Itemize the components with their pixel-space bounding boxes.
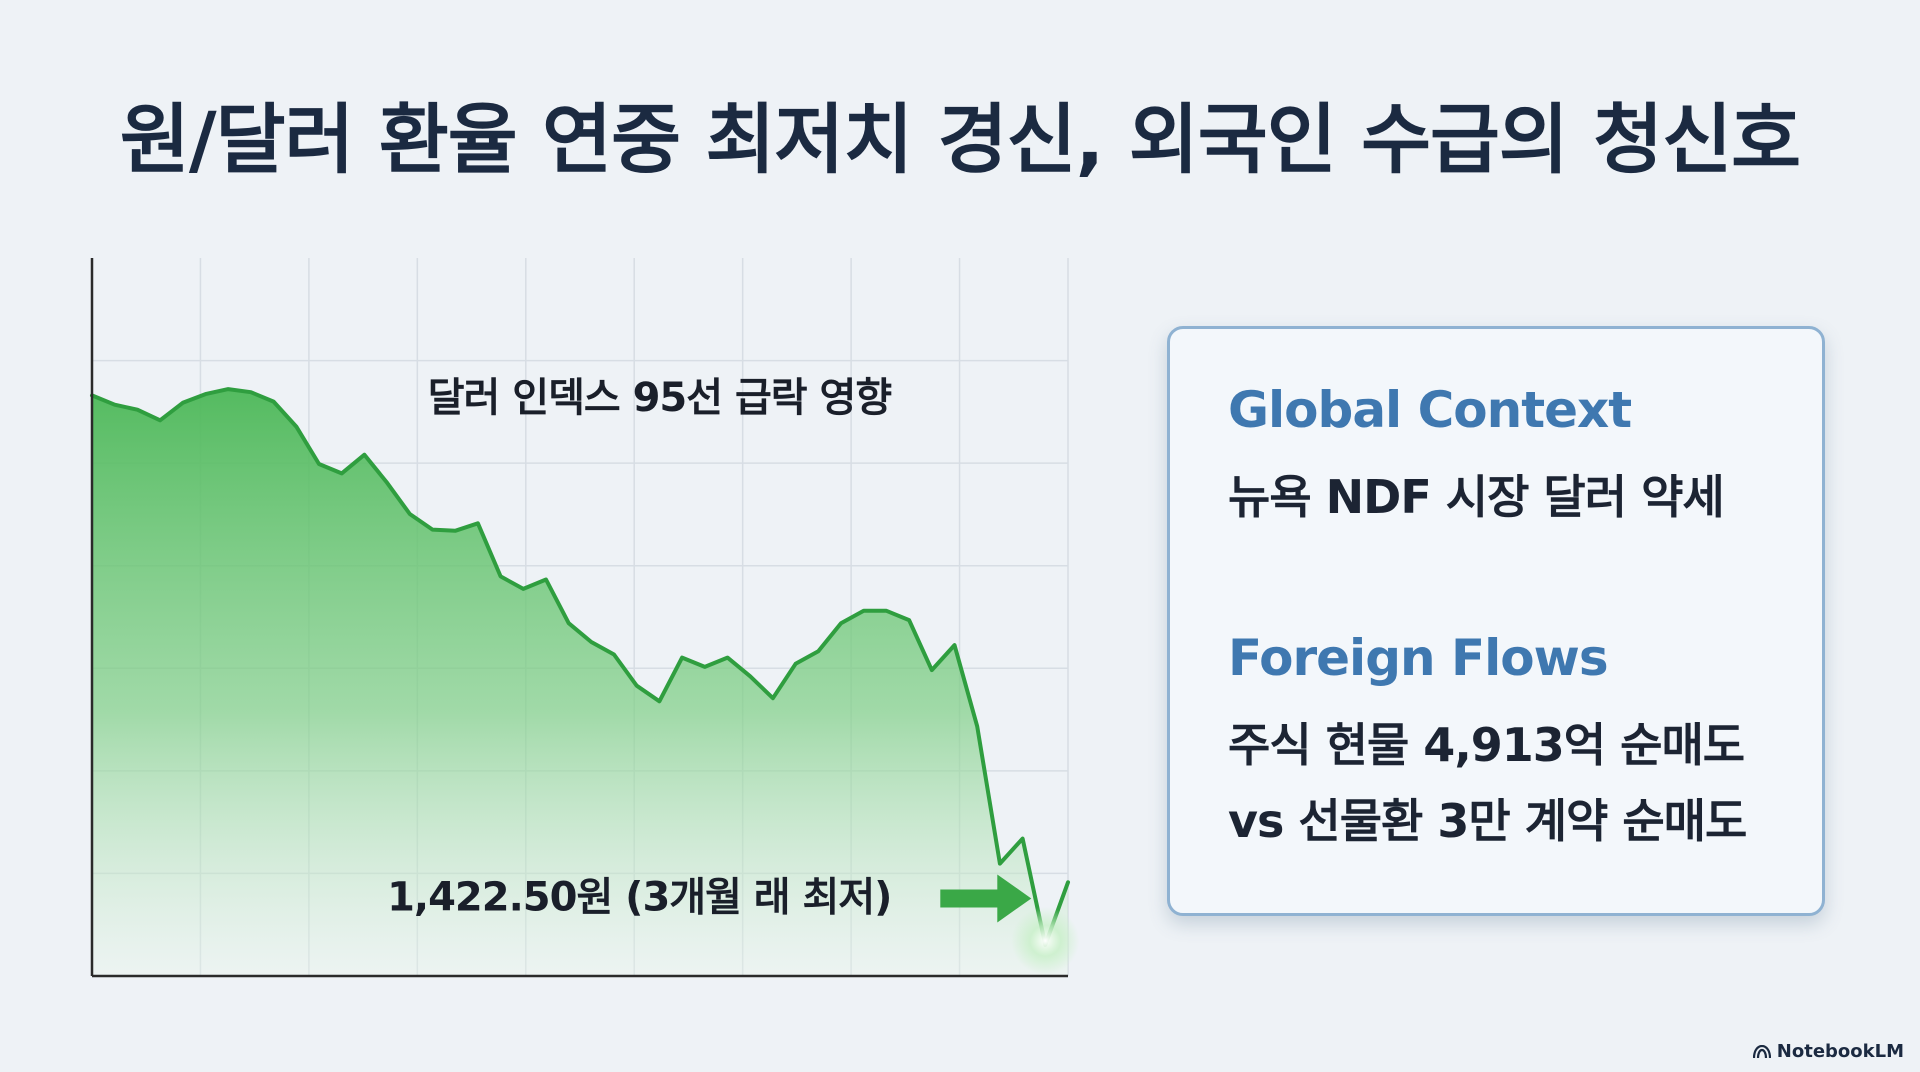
global-context-body: 뉴욕 NDF 시장 달러 약세 xyxy=(1228,459,1725,535)
data-point xyxy=(748,674,752,678)
data-point xyxy=(226,387,230,391)
data-point xyxy=(113,403,117,407)
data-point xyxy=(90,393,94,397)
data-point xyxy=(907,618,911,622)
foreign-flows-line: vs 선물환 3만 계약 순매도 xyxy=(1228,794,1747,848)
foreign-flows-heading: Foreign Flows xyxy=(1228,629,1609,687)
data-point xyxy=(975,724,979,728)
page-title: 원/달러 환율 연중 최저치 경신, 외국인 수급의 청신호 xyxy=(119,95,1801,184)
data-point xyxy=(1066,880,1070,884)
data-point xyxy=(862,609,866,613)
chart-axes xyxy=(90,258,1068,978)
foreign-flows-line: 주식 현물 4,913억 순매도 xyxy=(1228,718,1745,772)
data-point xyxy=(998,862,1002,866)
notebooklm-logo-icon xyxy=(1752,1044,1771,1058)
data-point xyxy=(612,653,616,657)
data-point xyxy=(589,640,593,644)
data-point xyxy=(1021,837,1025,841)
annotation-low-rate: 1,422.50원 (3개월 래 최저) xyxy=(387,874,891,920)
data-point xyxy=(635,684,639,688)
data-point xyxy=(453,529,457,533)
data-point xyxy=(657,699,661,703)
data-point xyxy=(158,418,162,422)
data-point xyxy=(476,521,480,525)
data-point xyxy=(317,462,321,466)
data-point xyxy=(362,453,366,457)
data-point xyxy=(408,512,412,516)
arrow-right-icon xyxy=(940,874,1032,923)
global-context-heading: Global Context xyxy=(1228,381,1632,439)
series-line xyxy=(90,387,1070,947)
low-point-glow xyxy=(1011,906,1080,975)
data-point xyxy=(431,528,435,532)
data-point xyxy=(771,696,775,700)
data-point xyxy=(294,425,298,429)
annotation-dollar-index: 달러 인덱스 95선 급락 영향 xyxy=(428,375,892,421)
data-point xyxy=(567,621,571,625)
data-point xyxy=(816,649,820,653)
data-point xyxy=(703,665,707,669)
brand-name: NotebookLM xyxy=(1776,1041,1904,1062)
data-point xyxy=(340,471,344,475)
data-point xyxy=(726,656,730,660)
area-fill xyxy=(92,389,1068,977)
exchange-rate-chart: 달러 인덱스 95선 급락 영향 1,422.50원 (3개월 래 최저) xyxy=(90,258,1080,978)
data-point xyxy=(385,481,389,485)
brand-badge: NotebookLM xyxy=(1752,1041,1904,1062)
foreign-flows-body: 주식 현물 4,913억 순매도 vs 선물환 3만 계약 순매도 xyxy=(1228,707,1747,859)
global-context-line: 뉴욕 NDF 시장 달러 약세 xyxy=(1228,470,1725,524)
data-point xyxy=(794,662,798,666)
data-point xyxy=(544,578,548,582)
data-point xyxy=(930,668,934,672)
data-point xyxy=(499,574,503,578)
data-point xyxy=(135,408,139,412)
chart-annotations: 달러 인덱스 95선 급락 영향 1,422.50원 (3개월 래 최저) xyxy=(387,375,1080,975)
data-point xyxy=(839,621,843,625)
data-point xyxy=(249,390,253,394)
data-point xyxy=(953,643,957,647)
data-point xyxy=(884,609,888,613)
data-point xyxy=(272,400,276,404)
data-point xyxy=(680,656,684,660)
data-point xyxy=(521,587,525,591)
data-point xyxy=(204,392,208,396)
data-point xyxy=(181,401,185,405)
info-card: Global Context 뉴욕 NDF 시장 달러 약세 Foreign F… xyxy=(1167,326,1825,916)
